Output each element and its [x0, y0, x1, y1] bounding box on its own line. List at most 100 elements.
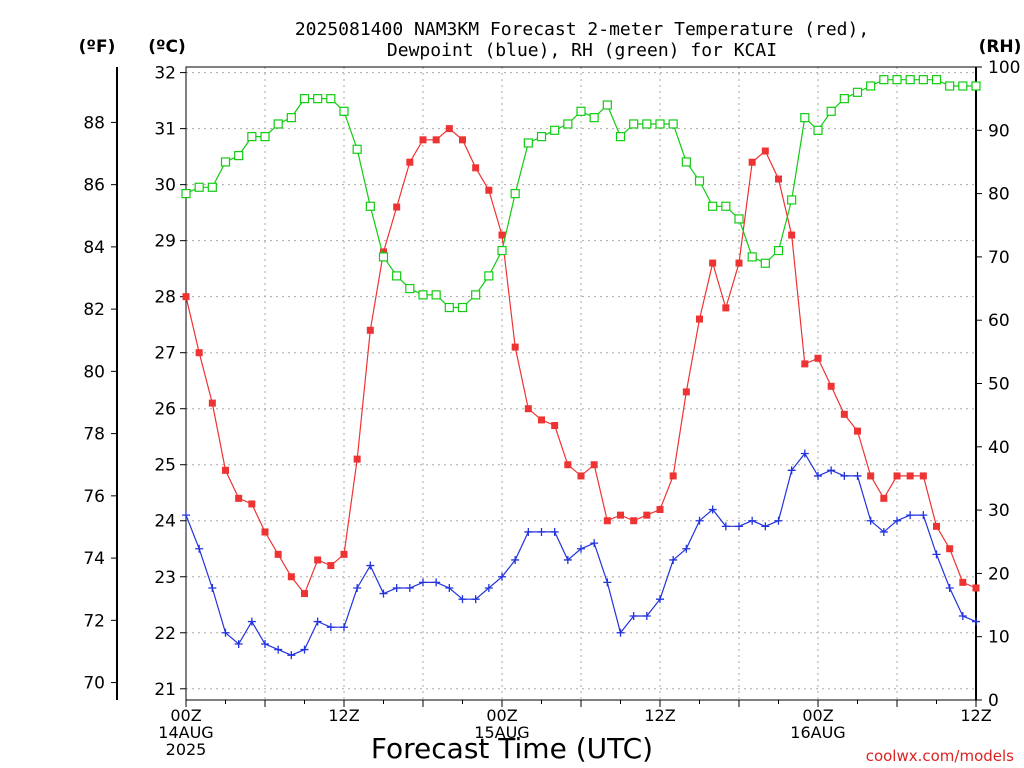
rh-point	[918, 75, 928, 85]
dewpoint-point	[945, 583, 954, 592]
dewpoint-point	[471, 595, 480, 604]
temperature-point	[261, 528, 269, 536]
rh-point	[392, 271, 402, 281]
temperature-point	[893, 472, 901, 480]
rh-tick-label: 80	[988, 185, 1010, 205]
temperature-point	[314, 556, 322, 564]
dewpoint-point	[287, 651, 296, 660]
fahrenheit-tick-label: 76	[83, 487, 105, 507]
dewpoint-point	[274, 645, 283, 654]
dewpoint-point	[972, 617, 980, 626]
dewpoint-point	[419, 578, 427, 587]
dewpoint-point	[405, 583, 414, 592]
rh-point	[286, 113, 296, 123]
dewpoint-point	[919, 511, 928, 520]
dewpoint-point	[906, 511, 915, 520]
rh-point	[760, 258, 770, 268]
rh-point	[734, 214, 744, 224]
x-tick-label: 2025	[166, 740, 207, 759]
temperature-point	[301, 590, 308, 598]
rh-point	[431, 290, 441, 300]
rh-point	[194, 182, 204, 192]
celsius-tick-label: 27	[154, 344, 176, 364]
rh-point	[181, 189, 191, 199]
temperature-point	[577, 472, 585, 480]
rh-point	[484, 271, 494, 281]
dewpoint-point	[524, 527, 533, 536]
dewpoint-point	[656, 595, 664, 604]
temperature-point	[353, 455, 361, 463]
dewpoint-point	[629, 611, 638, 620]
temperature-point	[511, 343, 519, 351]
fahrenheit-tick-label: 74	[83, 549, 105, 569]
temperature-point	[235, 494, 243, 502]
fahrenheit-tick-label: 80	[83, 362, 105, 382]
dewpoint-point	[761, 522, 770, 531]
temperature-point	[775, 175, 782, 183]
dewpoint-point	[537, 527, 546, 536]
temperature-point	[788, 231, 796, 239]
temperature-point	[972, 584, 980, 592]
temperature-point	[327, 562, 335, 570]
rh-point	[576, 106, 586, 116]
fahrenheit-tick-label: 70	[83, 674, 105, 694]
rh-point	[958, 81, 968, 91]
temperature-point	[590, 461, 598, 469]
temperature-point	[880, 494, 888, 502]
dewpoint-point	[603, 578, 612, 587]
temperature-point	[432, 136, 440, 144]
dewpoint-point	[616, 628, 625, 637]
temperature-point	[208, 399, 216, 407]
temperature-point	[603, 517, 611, 525]
temperature-point	[551, 422, 559, 430]
rh-point	[681, 157, 691, 167]
dewpoint-point	[853, 471, 862, 480]
rh-point	[892, 75, 902, 85]
rh-point	[339, 106, 349, 116]
rh-tick-label: 10	[988, 628, 1010, 648]
rh-tick-label: 20	[988, 564, 1010, 584]
dewpoint-point	[590, 539, 599, 548]
x-tick-label: 14AUG	[158, 723, 213, 742]
fahrenheit-tick-label: 78	[83, 425, 105, 445]
temperature-point	[867, 472, 875, 480]
dewpoint-point	[866, 516, 875, 525]
rh-point	[773, 245, 784, 256]
temperature-point	[801, 360, 809, 368]
dewpoint-point	[221, 628, 230, 637]
dewpoint-point	[498, 572, 506, 581]
rh-point	[510, 189, 520, 199]
dewpoint-point	[893, 516, 901, 525]
rh-point	[497, 245, 507, 256]
temperature-point	[564, 461, 572, 469]
dewpoint-point	[695, 516, 704, 525]
dewpoint-point	[511, 555, 520, 564]
dewpoint-point	[234, 639, 243, 648]
temperature-point	[933, 522, 940, 530]
temperature-point	[735, 259, 743, 267]
temperature-point	[906, 472, 914, 480]
temperature-point	[682, 388, 690, 396]
temperature-point	[669, 472, 677, 480]
rh-point	[629, 119, 639, 129]
temperature-point	[946, 545, 954, 553]
temperature-point	[617, 511, 624, 519]
fahrenheit-tick-label: 86	[83, 176, 105, 196]
temperature-point	[459, 136, 466, 144]
fahrenheit-tick-label: 72	[83, 611, 105, 631]
rh-point	[708, 201, 718, 211]
rh-point	[563, 119, 573, 129]
rh-point	[273, 119, 283, 129]
temperature-point	[630, 517, 638, 525]
rh-unit-label: (RH)	[979, 37, 1022, 57]
dewpoint-point	[195, 544, 204, 553]
rh-point	[813, 125, 823, 135]
celsius-unit-label: (ºC)	[148, 37, 186, 57]
dewpoint-point	[550, 527, 559, 536]
fahrenheit-tick-label: 84	[83, 238, 105, 258]
dewpoint-point	[787, 466, 796, 475]
dewpoint-point	[261, 639, 269, 648]
dewpoint-point	[800, 449, 809, 458]
celsius-tick-label: 26	[154, 400, 176, 420]
